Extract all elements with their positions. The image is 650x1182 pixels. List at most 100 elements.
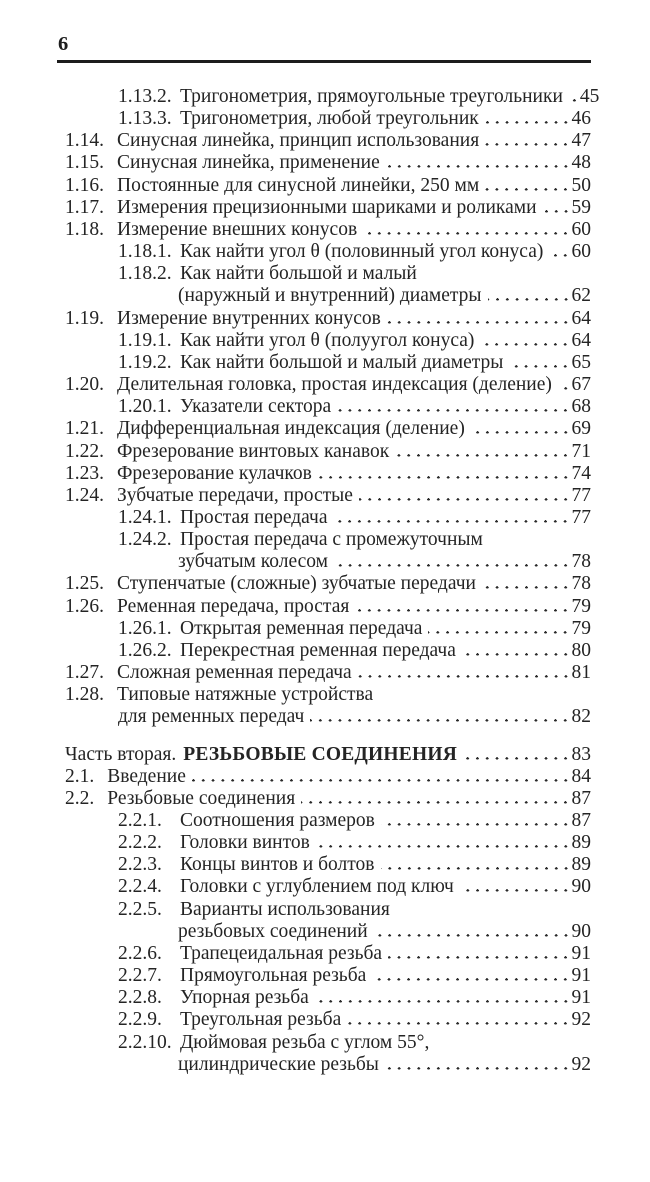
entry-page-number: 91 (571, 987, 592, 1009)
entry-number: 1.19. (65, 307, 104, 329)
toc-row: 1.24.2. Простая передача с промежуточным (65, 529, 591, 551)
toc-row: цилиндрические резьбы 92 (65, 1054, 591, 1076)
toc-list: 1.13.2. Тригонометрия, прямоугольные треу… (65, 86, 599, 1076)
entry-number: 1.24.1. (118, 506, 172, 528)
toc-row: 2.2.7. Прямоугольная резьба 91 (65, 965, 591, 987)
header-rule (57, 60, 591, 63)
entry-page-number: 78 (571, 573, 592, 595)
entry-number: 1.19.1. (118, 329, 172, 351)
entry-number: 2.2.2. (118, 832, 162, 854)
entry-title: Как найти большой и малый (180, 263, 417, 285)
entry-page-number: 74 (571, 462, 592, 484)
entry-number: 2.2.9. (118, 1009, 162, 1031)
dot-leader (542, 207, 571, 213)
entry-title: Головки с углублением под ключ (180, 876, 454, 898)
entry-page-number: 45 (579, 86, 600, 107)
entry-number: 1.18. (65, 218, 104, 240)
entry-title: Тригонометрия, любой треугольник (180, 108, 479, 130)
entry-number: 1.26.1. (118, 617, 172, 639)
toc-row: зубчатым колесом 78 (65, 551, 591, 573)
dot-leader (384, 1064, 571, 1070)
dot-leader (333, 517, 571, 523)
toc-row: 2.2.3. Концы винтов и болтов 89 (65, 854, 591, 876)
entry-page-number: 82 (571, 706, 592, 728)
entry-number: 1.27. (65, 662, 104, 684)
entry-number: 1.16. (65, 174, 104, 196)
entry-page-number: 62 (571, 285, 592, 307)
entry-number: 1.17. (65, 196, 104, 218)
part-title: РЕЗЬБОВЫЕ СОЕДИНЕНИЯ (183, 743, 457, 765)
toc-row: 1.18. Измерение внешних конусов 60 (65, 219, 591, 241)
entry-page-number: 81 (571, 662, 592, 684)
entry-page-number: 79 (571, 595, 592, 617)
entry-title: Измерение внешних конусов (117, 218, 358, 240)
entry-page-number: 87 (571, 787, 592, 809)
dot-leader (395, 451, 571, 457)
toc-row: 2.2. Резьбовые соединения 87 (65, 788, 591, 810)
entry-page-number: 87 (571, 810, 592, 831)
entry-title: Соотношения размеров (180, 810, 375, 831)
entry-title: зубчатым колесом (178, 551, 328, 573)
entry-number: 1.22. (65, 440, 104, 462)
toc-row: 1.26.1. Открытая ременная передача 79 (65, 618, 591, 640)
dot-leader (347, 1020, 571, 1026)
entry-page-number: 64 (571, 307, 592, 329)
dot-leader (549, 252, 571, 258)
entry-number: 1.28. (65, 684, 104, 706)
toc-row: 1.18.2. Как найти большой и малый (65, 263, 591, 285)
entry-title: Дюймовая резьба с углом 55°, (180, 1031, 430, 1053)
entry-number: 1.20.1. (118, 396, 172, 418)
entry-title: Фрезерование кулачков (117, 462, 312, 484)
dot-leader (301, 798, 571, 804)
entry-page-number: 67 (571, 374, 592, 396)
entry-page-number: 46 (571, 108, 592, 130)
entry-title: Ступенчатые (сложные) зубчатые передачи (117, 573, 476, 595)
entry-page-number: 91 (571, 965, 592, 987)
dot-leader (358, 495, 571, 501)
toc-row: 1.16. Постоянные для синусной линейки, 25… (65, 175, 591, 197)
dot-leader (470, 429, 571, 435)
entry-number: 1.24. (65, 484, 104, 506)
entry-number: 1.15. (65, 152, 104, 174)
toc-row: 1.20.1. Указатели сектора 68 (65, 396, 591, 418)
dot-leader (317, 473, 571, 479)
dot-leader (372, 976, 571, 982)
dot-leader (314, 998, 571, 1004)
dot-leader (315, 843, 571, 849)
dot-leader (191, 776, 571, 782)
entry-number: 2.2.3. (118, 854, 162, 876)
dot-leader (487, 296, 571, 302)
part-prefix: Часть вторая. (65, 743, 177, 765)
entry-number: 1.25. (65, 573, 104, 595)
entry-page-number: 91 (571, 942, 592, 964)
entry-title: (наружный и внутренний) диаметры (178, 285, 482, 307)
entry-page-number: 47 (571, 130, 592, 152)
entry-number: 1.18.1. (118, 241, 172, 263)
dot-leader (337, 407, 571, 413)
toc-row: 1.19.2. Как найти большой и малый диаметр… (65, 352, 591, 374)
toc-row: 1.25. Ступенчатые (сложные) зубчатые пере… (65, 573, 591, 595)
dot-leader (509, 362, 571, 368)
dot-leader (461, 650, 571, 656)
dot-leader (459, 887, 571, 893)
dot-leader (485, 185, 571, 191)
entry-title: Простая передача с промежуточным (180, 529, 483, 551)
entry-page-number: 59 (571, 196, 592, 218)
toc-row: 1.20. Делительная головка, простая индекс… (65, 374, 591, 396)
toc-part-heading: Часть вторая. РЕЗЬБОВЫЕ СОЕДИНЕНИЯ 83 (65, 744, 591, 766)
entry-title: Как найти большой и малый диаметры (180, 351, 504, 373)
toc-row: (наружный и внутренний) диаметры 62 (65, 285, 591, 307)
entry-number: 2.2. (65, 787, 95, 809)
entry-title: Измерение внутренних конусов (117, 307, 381, 329)
entry-number: 1.19.2. (118, 351, 172, 373)
toc-row: 1.28. Типовые натяжные устройства (65, 684, 591, 706)
entry-title: Измерения прецизионными шариками и ролик… (117, 196, 537, 218)
toc-row: 1.21. Дифференциальная индексация (делени… (65, 418, 591, 440)
toc-row: 1.19.1. Как найти угол θ (полуугол конуса… (65, 330, 591, 352)
entry-title: Типовые натяжные устройства (117, 684, 374, 706)
toc-row: 2.2.10. Дюймовая резьба с углом 55°, (65, 1032, 591, 1054)
toc-row: 1.27. Сложная ременная передача 81 (65, 662, 591, 684)
entry-number: 2.1. (65, 765, 95, 787)
toc-row: 1.18.1. Как найти угол θ (половинный угол… (65, 241, 591, 263)
